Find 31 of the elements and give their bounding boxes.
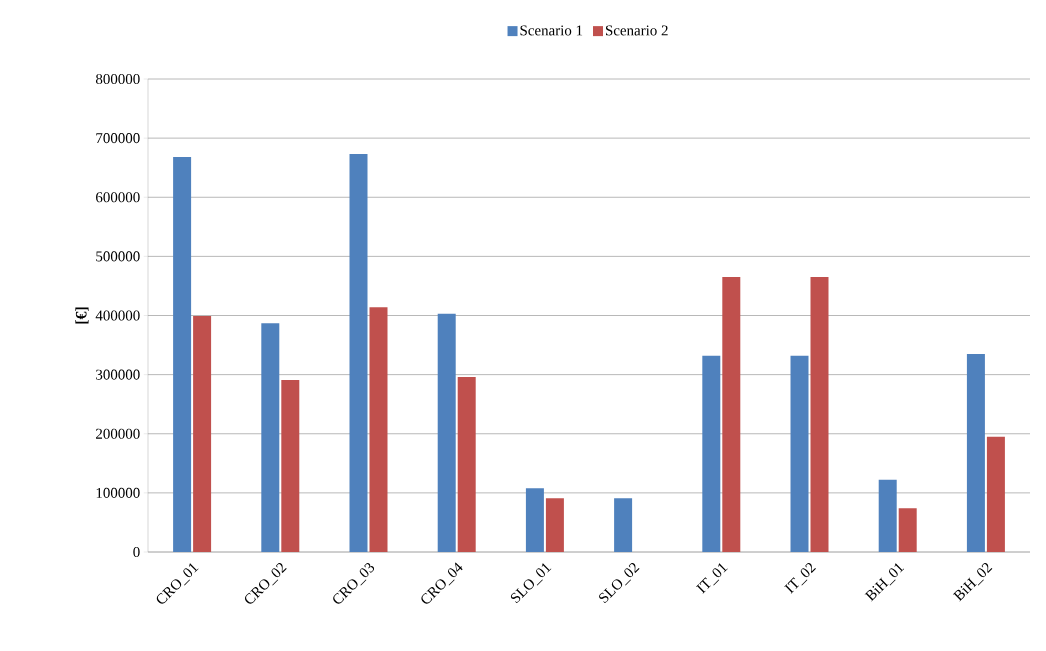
bar [525,488,544,552]
y-tick-label: 100000 [96,487,140,498]
bar [966,353,985,552]
y-tick-label: 500000 [96,251,140,262]
bar [457,376,476,552]
bar [193,316,212,552]
bar [790,355,809,552]
bar [614,498,633,552]
bar [810,277,829,552]
bar [349,154,368,552]
y-tick-label: 200000 [96,428,140,439]
bar [261,323,280,552]
bar [173,157,192,552]
y-tick-label: 800000 [95,73,140,85]
y-tick-label: 700000 [96,133,140,144]
bar [545,498,564,552]
bar [437,313,456,552]
bar [898,508,917,552]
y-tick-label: 400000 [95,310,140,321]
bar [369,307,388,552]
y-tick-label: 300000 [96,369,140,380]
bar [878,479,897,552]
bar [722,277,741,552]
legend-label: Scenario 1 [520,25,583,36]
y-tick-label: 0 [133,546,140,558]
legend-label: Scenario 2 [605,25,668,36]
bar [281,379,300,552]
y-axis-title: [€] [75,307,89,324]
bar [702,355,721,552]
bar [986,436,1005,552]
y-tick-label: 600000 [96,192,140,203]
